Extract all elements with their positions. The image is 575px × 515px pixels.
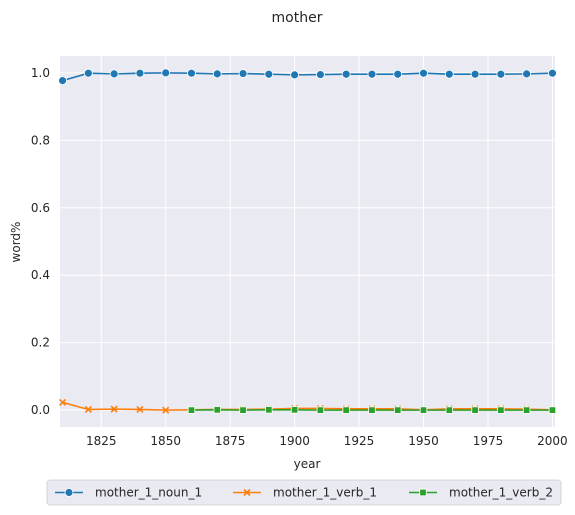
data-point xyxy=(394,406,402,414)
x-tick-label: 1975 xyxy=(473,434,504,448)
data-point xyxy=(342,406,350,414)
data-point xyxy=(213,406,221,414)
x-tick-labels: 1825 1850 1875 1900 1925 1950 1975 2000 xyxy=(86,434,568,448)
y-tick-labels: 0.0 0.2 0.4 0.6 0.8 1.0 xyxy=(31,66,50,417)
x-tick-label: 1875 xyxy=(215,434,246,448)
data-point xyxy=(238,69,248,78)
legend-label: mother_1_noun_1 xyxy=(95,486,202,500)
legend-marker xyxy=(419,488,427,497)
data-point xyxy=(290,406,299,414)
legend-item: mother_1_verb_2 xyxy=(409,486,553,500)
x-axis-label: year xyxy=(294,457,321,471)
y-axis-label: word% xyxy=(9,222,23,263)
legend-marker xyxy=(64,488,74,497)
data-point xyxy=(239,406,247,414)
data-point xyxy=(316,406,325,414)
data-point xyxy=(265,406,273,414)
data-point xyxy=(471,406,479,414)
data-point xyxy=(548,406,557,414)
data-point xyxy=(548,68,557,78)
data-point xyxy=(212,69,222,79)
legend-box xyxy=(46,479,562,506)
series-mother_1_verb_2 xyxy=(187,406,557,414)
x-tick-label: 2000 xyxy=(537,434,568,448)
data-point xyxy=(445,406,453,414)
data-point xyxy=(419,406,428,414)
data-point xyxy=(136,405,144,414)
legend-item: mother_1_verb_1 xyxy=(233,486,377,500)
data-point xyxy=(470,69,480,79)
x-tick-label: 1950 xyxy=(408,434,439,448)
y-tick-label: 0.6 xyxy=(31,201,50,215)
y-tick-label: 0.0 xyxy=(31,403,50,417)
x-tick-label: 1925 xyxy=(344,434,375,448)
legend-label: mother_1_verb_2 xyxy=(449,486,553,500)
chart-title: mother xyxy=(272,10,323,26)
data-point xyxy=(187,68,196,78)
data-point xyxy=(522,406,531,414)
data-point xyxy=(58,76,67,86)
y-tick-label: 0.2 xyxy=(31,336,50,350)
data-point xyxy=(135,68,145,78)
data-point xyxy=(341,69,351,79)
series-line xyxy=(62,401,553,411)
legend-marker xyxy=(243,488,251,497)
data-point xyxy=(109,69,119,79)
data-point xyxy=(368,406,376,414)
data-point xyxy=(444,69,454,79)
data-point xyxy=(162,406,170,414)
data-point xyxy=(84,405,92,414)
data-point xyxy=(187,406,196,414)
y-tick-label: 0.4 xyxy=(31,268,50,282)
data-point xyxy=(59,398,67,406)
data-point xyxy=(290,70,300,80)
x-tick-label: 1850 xyxy=(150,434,181,448)
x-tick-label: 1825 xyxy=(86,434,117,448)
data-point xyxy=(264,69,274,79)
y-tick-label: 1.0 xyxy=(31,66,50,80)
data-point xyxy=(496,69,506,79)
data-point xyxy=(315,70,325,79)
legend-label: mother_1_verb_1 xyxy=(273,486,377,500)
data-point xyxy=(161,68,171,78)
y-tick-label: 0.8 xyxy=(31,133,50,147)
data-point xyxy=(367,69,377,79)
legend-item: mother_1_noun_1 xyxy=(55,486,202,500)
data-point xyxy=(419,68,428,78)
x-tick-label: 1900 xyxy=(279,434,310,448)
data-point xyxy=(83,68,93,78)
series-layer xyxy=(58,68,557,414)
data-point xyxy=(110,405,118,413)
series-mother_1_noun_1 xyxy=(58,68,557,86)
data-point xyxy=(522,69,532,79)
data-point xyxy=(393,69,403,79)
data-point xyxy=(497,406,505,414)
plot-area xyxy=(60,56,555,427)
legend: mother_1_noun_1 mother_1_verb_1 mother_1_v… xyxy=(46,479,562,506)
